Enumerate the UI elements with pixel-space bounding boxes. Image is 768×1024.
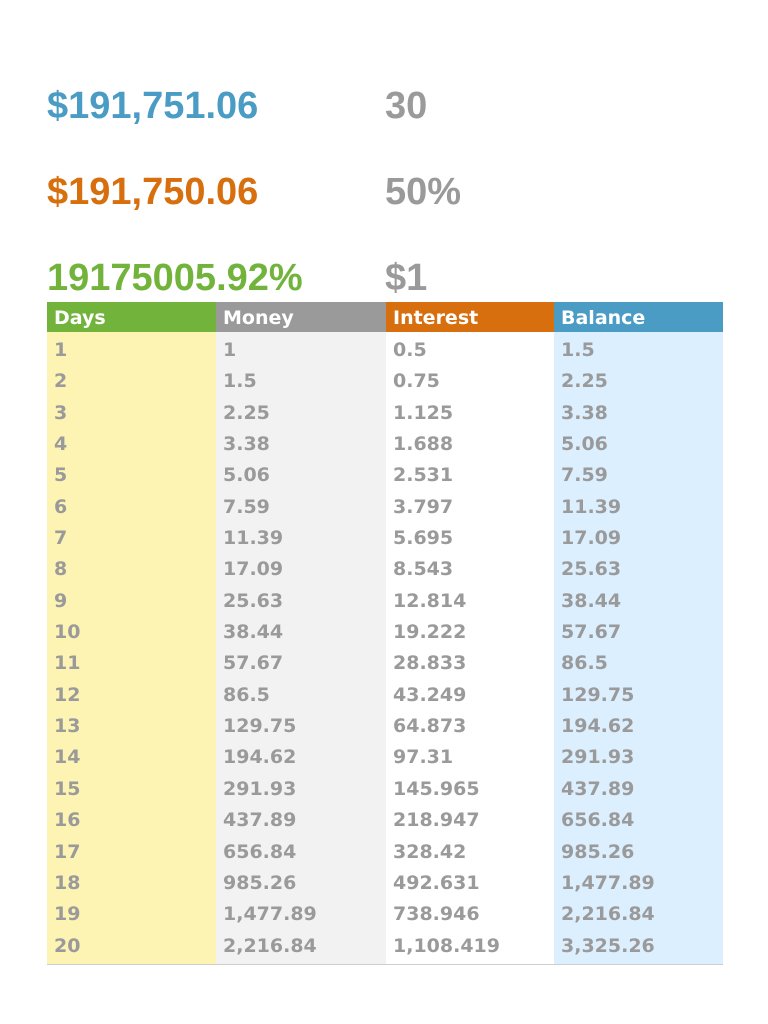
interest-cell: 1.688	[393, 433, 454, 456]
money-cell: 86.5	[223, 683, 270, 706]
balance-cell: 57.67	[561, 621, 622, 644]
interest-cell: 43.249	[393, 683, 467, 706]
interest-cell: 3.797	[393, 495, 454, 518]
balance-cell: 7.59	[561, 464, 608, 487]
interest-cell: 64.873	[393, 715, 467, 738]
interest-cell: 0.5	[393, 339, 427, 361]
balance-column: 1.5 2.25 3.38 5.06 7.59 11.39 17.09 25.63 38.44 5…	[554, 332, 723, 964]
money-column: 1 1.5 2.25 3.38 5.06 7.59 11.39 17.09 25.63 38.44…	[216, 332, 386, 964]
day-cell: 4	[54, 433, 68, 456]
money-cell: 5.06	[223, 464, 270, 487]
balance-cell: 656.84	[561, 809, 635, 832]
interest-cell: 218.947	[393, 809, 480, 832]
money-cell: 38.44	[223, 621, 284, 644]
header-days: Days	[47, 302, 216, 332]
balance-cell: 437.89	[561, 777, 635, 800]
balance-cell: 25.63	[561, 558, 622, 581]
header-balance: Balance	[554, 302, 723, 332]
day-cell: 16	[54, 809, 81, 832]
balance-cell: 1.5	[561, 339, 595, 361]
day-cell: 15	[54, 777, 81, 800]
balance-cell: 17.09	[561, 527, 622, 550]
table-body: 1 2 3 4 5 6 7 8 9 10 11 12 13 14 15 16 17 18 19 20 1 1.5 2.25…	[47, 332, 723, 964]
money-cell: 25.63	[223, 589, 284, 612]
balance-cell: 1,477.89	[561, 871, 655, 894]
day-cell: 11	[54, 652, 81, 675]
money-cell: 194.62	[223, 746, 297, 769]
interest-cell: 1.125	[393, 401, 454, 424]
day-cell: 14	[54, 746, 81, 769]
balance-cell: 129.75	[561, 683, 635, 706]
day-cell: 13	[54, 715, 81, 738]
balance-cell: 2.25	[561, 370, 608, 393]
growth-table: Days Money Interest Balance 1 2 3 4 5 6 7 8 9 10 1…	[47, 302, 723, 965]
balance-cell: 11.39	[561, 495, 622, 518]
interest-cell: 8.543	[393, 558, 454, 581]
interest-cell: 97.31	[393, 746, 454, 769]
day-cell: 8	[54, 558, 68, 581]
interest-column: 0.5 0.75 1.125 1.688 2.531 3.797 5.695 8.543 12.…	[386, 332, 554, 964]
interest-cell: 2.531	[393, 464, 454, 487]
balance-cell: 86.5	[561, 652, 608, 675]
money-cell: 291.93	[223, 777, 297, 800]
balance-cell: 5.06	[561, 433, 608, 456]
interest-cell: 19.222	[393, 621, 467, 644]
day-cell: 20	[54, 934, 81, 957]
money-cell: 129.75	[223, 715, 297, 738]
header-interest: Interest	[386, 302, 554, 332]
interest-cell: 5.695	[393, 527, 454, 550]
money-cell: 1	[223, 339, 237, 361]
days-column: 1 2 3 4 5 6 7 8 9 10 11 12 13 14 15 16 17 18 19 20	[47, 332, 216, 964]
money-cell: 2,216.84	[223, 934, 317, 957]
percent-gain-value: 19175005.92%	[47, 257, 303, 299]
money-cell: 57.67	[223, 652, 284, 675]
interest-cell: 145.965	[393, 777, 480, 800]
interest-cell: 28.833	[393, 652, 467, 675]
day-cell: 9	[54, 589, 68, 612]
interest-cell: 1,108.419	[393, 934, 500, 957]
money-cell: 1.5	[223, 370, 257, 393]
day-cell: 18	[54, 871, 81, 894]
balance-cell: 985.26	[561, 840, 635, 863]
balance-cell: 194.62	[561, 715, 635, 738]
balance-cell: 38.44	[561, 589, 622, 612]
interest-cell: 492.631	[393, 871, 480, 894]
day-cell: 2	[54, 370, 68, 393]
starting-amount-value: $1	[385, 257, 428, 299]
money-cell: 2.25	[223, 401, 270, 424]
day-cell: 7	[54, 527, 68, 550]
interest-cell: 328.42	[393, 840, 467, 863]
day-cell: 12	[54, 683, 81, 706]
money-cell: 7.59	[223, 495, 270, 518]
money-cell: 3.38	[223, 433, 270, 456]
total-interest-value: $191,750.06	[47, 171, 259, 213]
final-balance-value: $191,751.06	[47, 85, 259, 127]
table-header-row: Days Money Interest Balance	[47, 302, 723, 332]
money-cell: 1,477.89	[223, 903, 317, 926]
money-cell: 11.39	[223, 527, 284, 550]
day-cell: 17	[54, 840, 81, 863]
money-cell: 17.09	[223, 558, 284, 581]
header-money: Money	[216, 302, 386, 332]
money-cell: 656.84	[223, 840, 297, 863]
day-cell: 3	[54, 401, 68, 424]
balance-cell: 291.93	[561, 746, 635, 769]
interest-rate-value: 50%	[385, 171, 462, 213]
summary-panel: $191,751.06 30 $191,750.06 50% 19175005.…	[0, 0, 768, 300]
day-cell: 10	[54, 621, 81, 644]
day-cell: 19	[54, 903, 81, 926]
day-cell: 1	[54, 339, 68, 361]
day-cell: 5	[54, 464, 68, 487]
days-value: 30	[385, 85, 428, 127]
balance-cell: 3.38	[561, 401, 608, 424]
interest-cell: 738.946	[393, 903, 480, 926]
interest-cell: 0.75	[393, 370, 440, 393]
balance-cell: 2,216.84	[561, 903, 655, 926]
money-cell: 437.89	[223, 809, 297, 832]
balance-cell: 3,325.26	[561, 934, 655, 957]
day-cell: 6	[54, 495, 68, 518]
money-cell: 985.26	[223, 871, 297, 894]
interest-cell: 12.814	[393, 589, 467, 612]
